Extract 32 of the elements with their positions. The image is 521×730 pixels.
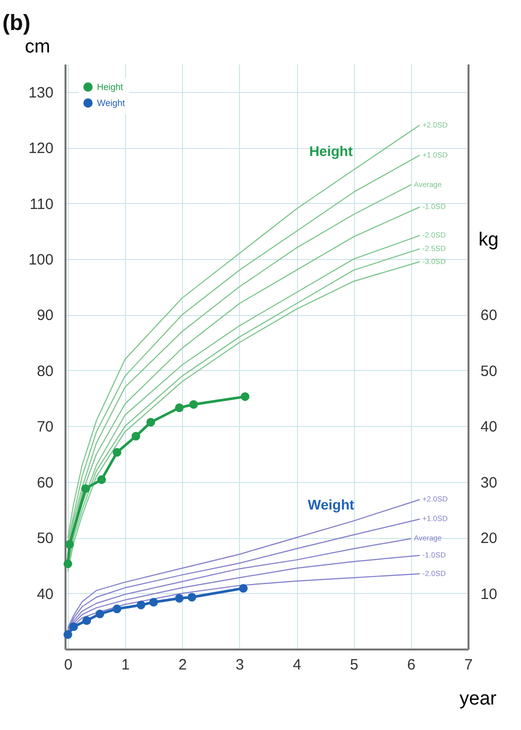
y-tick-label: 100 (28, 252, 54, 268)
y2-tick-label: 20 (480, 530, 498, 548)
y2-tick-label: 50 (480, 362, 498, 380)
y2-tick-label: 30 (480, 474, 498, 492)
y-tick-label: 130 (28, 84, 54, 102)
x-tick-label: 1 (121, 656, 130, 674)
x-tick-label: 4 (292, 656, 302, 674)
y-tick-label: 60 (36, 474, 54, 492)
x-tick-label: 5 (350, 656, 358, 674)
x-tick-label: 7 (464, 656, 473, 674)
x-axis-title: year (460, 688, 498, 710)
y2-tick-label: 10 (480, 586, 498, 603)
y2-tick-label: 60 (480, 307, 498, 324)
legend-label: Weight (97, 98, 126, 108)
y-tick-label: 40 (36, 586, 54, 603)
x-tick-label: 3 (236, 656, 244, 674)
x-tick-label: 2 (178, 656, 187, 674)
chart-title: (b) (2, 10, 30, 35)
annotation: Weight (308, 496, 355, 513)
y-tick-label: 120 (28, 140, 54, 158)
x-tick-label: 0 (64, 656, 73, 674)
y2-axis-title: kg (478, 230, 499, 250)
y-tick-label: 90 (36, 307, 54, 324)
y-tick-label: 50 (36, 530, 54, 548)
y-axis-title: cm (24, 36, 50, 58)
y-tick-label: 70 (36, 418, 54, 436)
x-tick-label: 6 (407, 656, 416, 674)
annotation: Height (309, 142, 354, 159)
y-tick-label: 80 (36, 362, 54, 380)
legend-label: Height (97, 82, 124, 92)
y2-tick-label: 40 (480, 418, 498, 436)
y-tick-label: 110 (30, 196, 54, 213)
